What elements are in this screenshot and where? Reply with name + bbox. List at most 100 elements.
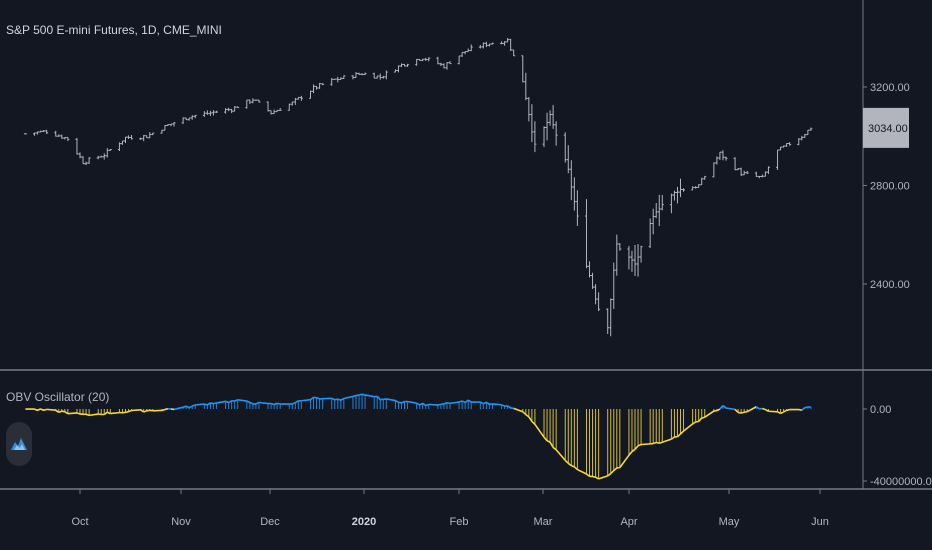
price-bar	[66, 136, 70, 142]
price-bar	[272, 109, 276, 115]
oscillator-line-segment	[613, 467, 618, 472]
oscillator-line-segment	[106, 411, 111, 415]
oscillator-line-segment	[125, 410, 129, 414]
price-bar	[636, 244, 640, 277]
price-bar	[214, 110, 218, 113]
oscillator-line-segment	[765, 408, 769, 412]
price-bar	[800, 135, 804, 141]
oscillator-line-segment	[331, 397, 336, 401]
price-bar	[648, 218, 652, 248]
price-bar	[266, 101, 270, 112]
time-axis[interactable]: Oct Nov Dec 2020 Feb Mar Apr May Jun	[71, 489, 829, 528]
price-bar	[211, 110, 215, 116]
price-bar	[139, 137, 143, 140]
price-bar	[172, 122, 176, 127]
price-bar	[588, 261, 592, 278]
price-bar	[233, 106, 237, 112]
oscillator-line-segment	[461, 400, 466, 404]
oscillator-line-segment	[255, 401, 260, 405]
price-bar	[318, 82, 322, 89]
time-tick-label: 2020	[352, 516, 376, 528]
price-bar	[763, 171, 767, 177]
price-tick-label: 2800.00	[870, 181, 910, 193]
oscillator-line-segment	[628, 451, 633, 456]
price-bar	[490, 42, 494, 45]
oscillator-line-segment	[210, 402, 214, 405]
price-bar	[354, 72, 358, 78]
oscillator-line-segment	[343, 395, 354, 400]
price-bar	[123, 136, 127, 144]
price-bar	[682, 188, 686, 192]
price-bar	[733, 157, 737, 171]
time-tick-label: Nov	[171, 516, 191, 528]
indicator-title[interactable]: OBV Oscillator (20)	[6, 390, 110, 404]
oscillator-line-segment	[258, 401, 269, 405]
oscillator-axis[interactable]: 0.00 -40000000.00	[863, 404, 932, 488]
price-bar	[333, 78, 337, 80]
oscillator-line-segment	[585, 473, 590, 477]
price-bar	[500, 41, 504, 45]
price-bar	[524, 72, 528, 101]
price-axis[interactable]: 3200.00 2800.00 2400.00 3034.00	[863, 82, 910, 291]
oscillator-line-segment	[449, 401, 460, 405]
price-bar	[742, 170, 746, 176]
price-bar	[712, 162, 716, 178]
oscillator-line-segment	[804, 406, 809, 409]
price-bar	[227, 107, 231, 112]
price-bar	[336, 76, 340, 83]
oscillator-line-segment	[291, 401, 296, 405]
price-bar	[606, 308, 610, 334]
price-bar	[715, 156, 719, 165]
price-bar	[779, 146, 783, 151]
oscillator-line-segment	[249, 401, 254, 405]
oscillator-line-segment	[55, 409, 60, 414]
price-bar	[809, 127, 813, 131]
price-bar	[39, 130, 43, 133]
oscillator-line-segment	[182, 405, 187, 408]
time-tick-label: Apr	[620, 516, 637, 528]
oscillator-line-segment	[573, 466, 578, 471]
price-bar	[745, 170, 749, 174]
oscillator-line-segment	[131, 409, 141, 412]
price-bar	[248, 99, 252, 105]
oscillator-line-segment	[64, 411, 69, 415]
oscillator-line-segment	[361, 393, 366, 396]
price-bar	[315, 85, 319, 90]
oscillator-tick-label: -40000000.00	[870, 476, 932, 488]
price-bar	[694, 186, 698, 189]
oscillator-line-segment	[58, 410, 63, 414]
oscillator-line-segment	[641, 443, 651, 446]
tradingview-logo-icon[interactable]	[6, 422, 32, 466]
oscillator-series	[24, 393, 812, 480]
price-bar	[660, 194, 664, 211]
oscillator-line-segment	[273, 402, 278, 406]
oscillator-line-segment	[507, 405, 512, 409]
oscillator-line-segment	[595, 476, 599, 480]
price-bar	[533, 121, 537, 153]
oscillator-line-segment	[786, 408, 790, 412]
price-bar	[403, 63, 407, 67]
oscillator-line-segment	[479, 401, 484, 405]
oscillator-line-segment	[185, 405, 190, 409]
price-bar	[442, 63, 446, 69]
oscillator-line-segment	[656, 441, 660, 445]
oscillator-line-segment	[425, 403, 430, 407]
oscillator-line-segment	[762, 407, 766, 411]
price-bar	[275, 109, 279, 113]
oscillator-line-segment	[237, 398, 247, 402]
price-bar	[797, 138, 801, 146]
price-bar	[566, 145, 570, 174]
price-bar	[245, 99, 249, 109]
oscillator-line-segment	[358, 393, 363, 396]
price-bar	[672, 190, 676, 201]
price-bar	[418, 58, 422, 61]
oscillator-line-segment	[755, 406, 760, 410]
price-bar	[548, 110, 552, 126]
oscillator-line-segment	[228, 400, 233, 404]
price-bar	[108, 149, 112, 151]
price-bar	[703, 175, 707, 180]
price-bar	[736, 168, 740, 171]
oscillator-line-segment	[571, 464, 575, 468]
time-tick-label: May	[719, 516, 740, 528]
